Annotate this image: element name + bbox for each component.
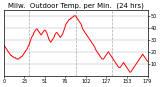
Title: Milw.  Outdoor Temp. per Min.  (24 hrs): Milw. Outdoor Temp. per Min. (24 hrs) <box>8 3 144 9</box>
